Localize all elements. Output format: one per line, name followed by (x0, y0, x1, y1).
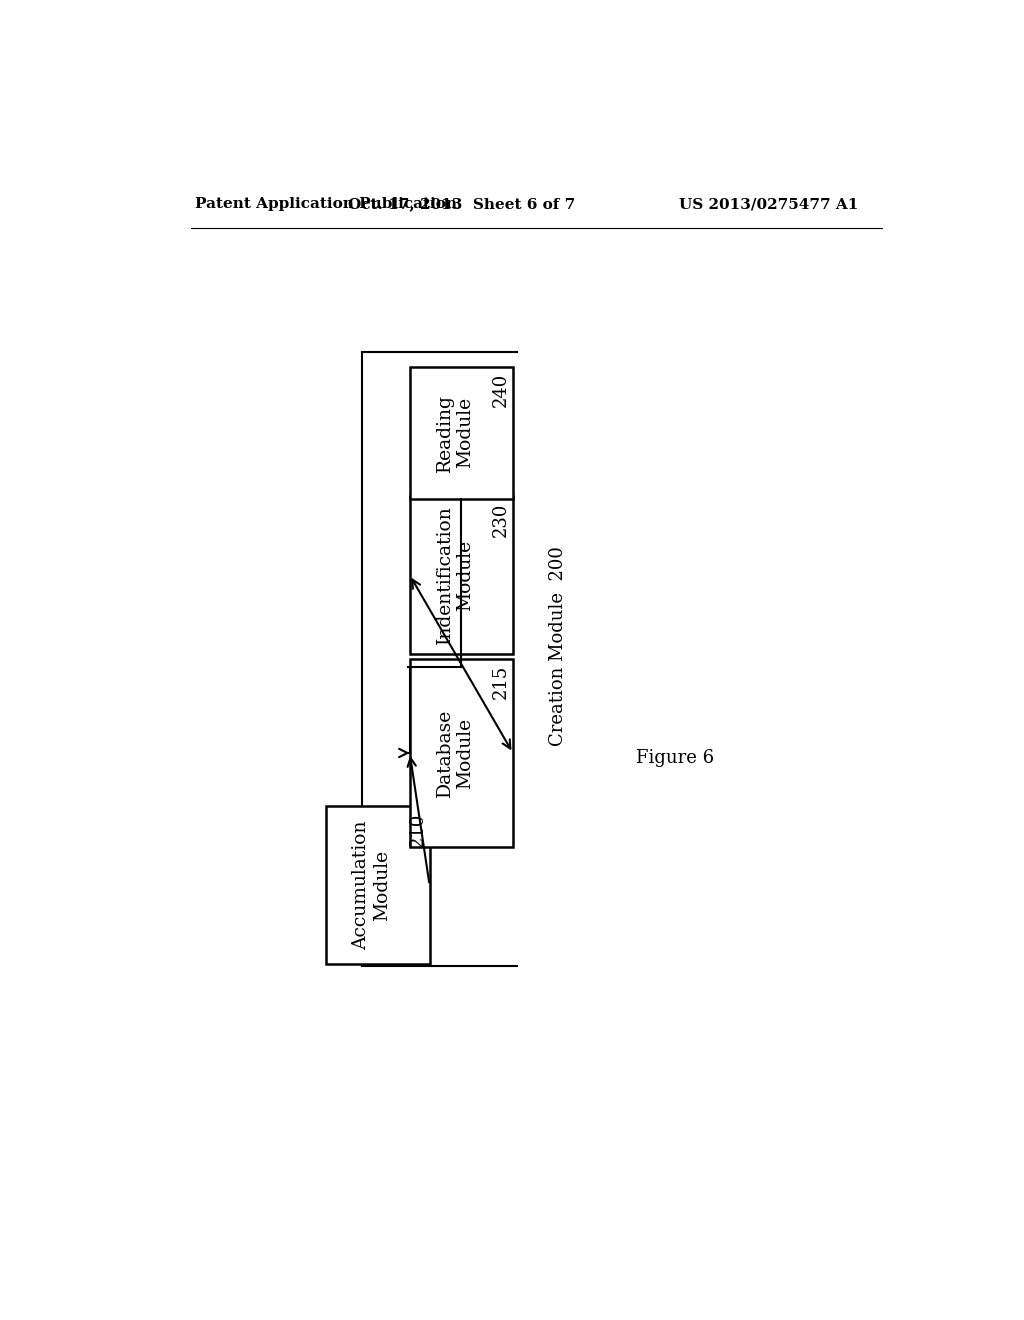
Text: Creation Module  200: Creation Module 200 (549, 546, 566, 746)
Bar (410, 367, 513, 499)
Bar (410, 496, 513, 653)
Bar (410, 659, 513, 847)
Text: Accumulation
Module: Accumulation Module (352, 820, 391, 950)
Text: 215: 215 (492, 665, 510, 700)
Text: Oct. 17, 2013  Sheet 6 of 7: Oct. 17, 2013 Sheet 6 of 7 (348, 197, 574, 211)
Text: 240: 240 (492, 372, 510, 407)
Text: 210: 210 (409, 812, 426, 847)
Text: 230: 230 (492, 503, 510, 537)
Text: Figure 6: Figure 6 (636, 748, 714, 767)
Text: Database
Module: Database Module (435, 709, 474, 797)
Text: Patent Application Publication: Patent Application Publication (196, 197, 458, 211)
Text: Reading
Module: Reading Module (435, 393, 474, 471)
Text: Indentification
Module: Indentification Module (435, 506, 474, 644)
Bar (327, 807, 430, 964)
Text: US 2013/0275477 A1: US 2013/0275477 A1 (679, 197, 858, 211)
